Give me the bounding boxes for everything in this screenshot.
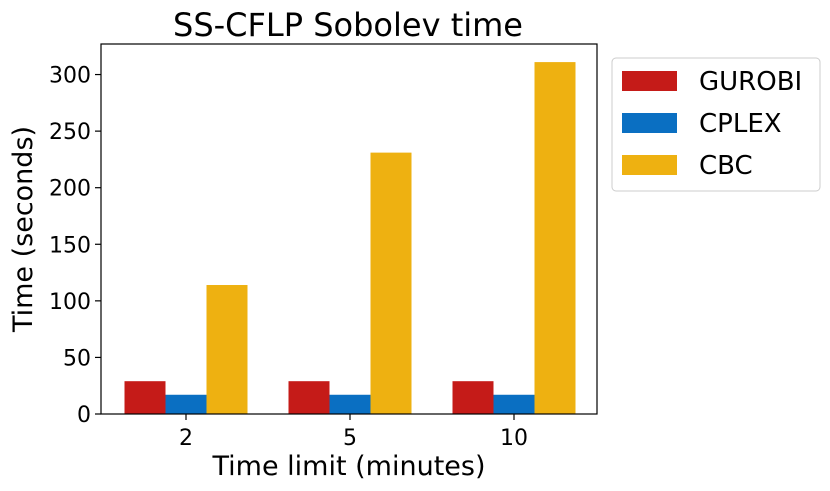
bar-cplex-5 [329, 394, 371, 414]
x-axis: 2 5 10 [179, 414, 528, 451]
x-tick-label: 2 [179, 426, 193, 451]
y-tick-label: 100 [49, 290, 91, 315]
legend-label-cbc: CBC [699, 151, 753, 181]
x-axis-label: Time limit (minutes) [212, 451, 486, 482]
y-tick-label: 150 [49, 233, 91, 258]
bar-gurobi-10 [452, 381, 494, 414]
legend-swatch-gurobi [622, 71, 677, 91]
chart-title: SS-CFLP Sobolev time [173, 6, 523, 44]
y-axis: 0 50 100 150 200 250 300 [49, 64, 101, 428]
bar-cplex-10 [493, 394, 535, 414]
y-tick-label: 250 [49, 120, 91, 145]
bars-group [124, 62, 576, 414]
legend-label-gurobi: GUROBI [699, 67, 802, 97]
legend: GUROBI CPLEX CBC [611, 57, 821, 192]
y-tick-label: 0 [77, 403, 91, 428]
y-tick-label: 200 [49, 177, 91, 202]
x-tick-label: 5 [343, 426, 357, 451]
y-axis-label: Time (seconds) [8, 126, 39, 333]
legend-label-cplex: CPLEX [699, 109, 782, 139]
legend-swatch-cbc [622, 155, 677, 175]
bar-cplex-2 [165, 394, 207, 414]
bar-gurobi-2 [124, 381, 166, 414]
bar-cbc-5 [370, 152, 412, 414]
bar-cbc-10 [534, 62, 576, 414]
x-tick-label: 10 [500, 426, 528, 451]
bar-gurobi-5 [288, 381, 330, 414]
legend-items: GUROBI CPLEX CBC [622, 67, 802, 181]
plot-frame [100, 43, 598, 415]
y-tick-label: 50 [63, 346, 91, 371]
y-tick-label: 300 [49, 64, 91, 89]
legend-swatch-cplex [622, 113, 677, 133]
plot-area [100, 43, 598, 415]
bar-cbc-2 [206, 285, 248, 414]
